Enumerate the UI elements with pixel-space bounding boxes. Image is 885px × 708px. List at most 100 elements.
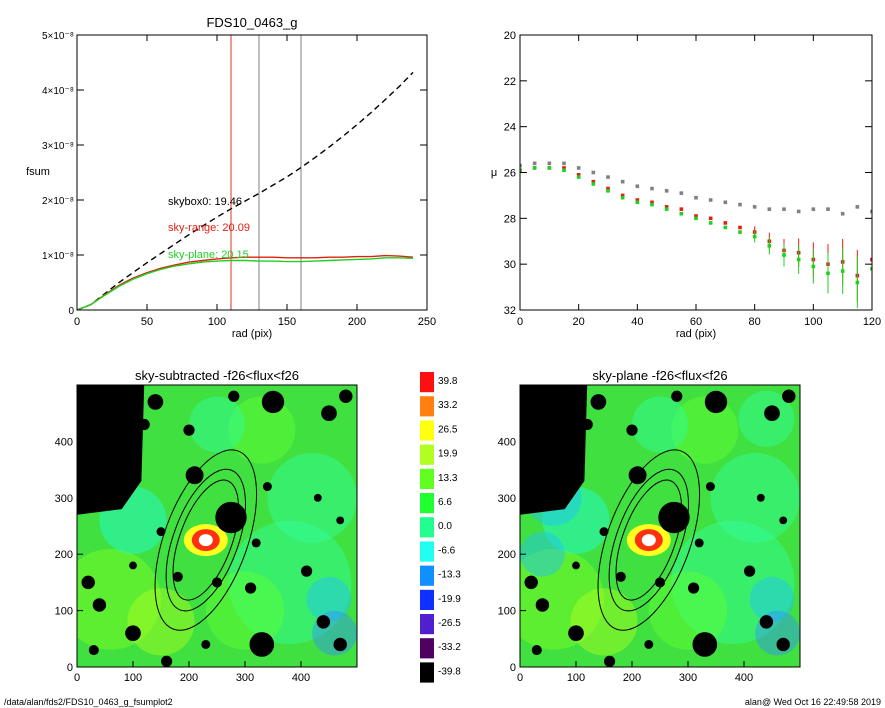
sky-subtracted-frame	[76, 384, 358, 668]
data-point	[606, 189, 610, 193]
y-tick-label: 5×10⁻⁸	[42, 31, 74, 42]
colorbar-swatch	[420, 638, 434, 659]
masked-star	[692, 632, 718, 657]
colorbar-label: 19.9	[438, 449, 458, 460]
fsum-ylabel: fsum	[26, 166, 50, 178]
x-tick-label: 60	[690, 316, 702, 328]
masked-star	[531, 645, 542, 656]
colorbar-label: 0.0	[438, 521, 452, 532]
x-tick-label: 200	[348, 316, 366, 328]
y-tick-label: 20	[504, 30, 516, 42]
isophote-ellipse	[615, 479, 683, 601]
masked-star	[339, 389, 353, 403]
x-tick-label: 100	[567, 672, 585, 684]
sky-texture	[570, 588, 638, 656]
data-point	[782, 253, 786, 257]
masked-star	[615, 571, 626, 582]
x-tick-label: 120	[863, 316, 881, 328]
x-tick-label: 80	[749, 316, 761, 328]
fsum-axes-frame	[76, 34, 428, 311]
data-point	[826, 271, 830, 276]
masked-star	[671, 390, 683, 402]
data-point	[811, 264, 816, 269]
data-point	[520, 163, 522, 168]
colorbar-label: -13.3	[438, 570, 461, 581]
masked-star	[688, 582, 700, 594]
y-tick-label: 30	[504, 259, 516, 271]
isophote-ellipse	[165, 468, 246, 612]
colorbar-label: 13.3	[438, 473, 458, 484]
colorbar-swatch	[420, 372, 434, 393]
masked-star	[261, 390, 285, 414]
y-tick-label: 400	[55, 436, 73, 448]
sky-texture	[267, 453, 357, 543]
data-point	[520, 168, 522, 173]
data-point	[738, 230, 742, 234]
data-point	[620, 195, 625, 200]
masked-star	[245, 582, 257, 594]
x-tick-label: 0	[517, 316, 523, 328]
masked-region	[77, 385, 145, 515]
masked-star	[147, 394, 164, 410]
masked-star	[333, 637, 347, 652]
y-tick-label: 0	[68, 306, 74, 317]
galaxy-saturated	[641, 534, 656, 547]
sky-texture	[738, 390, 795, 447]
masked-star	[658, 501, 690, 534]
data-point	[547, 161, 552, 166]
masked-star	[249, 632, 275, 657]
sky-texture	[228, 396, 296, 464]
fsum-xlabel: rad (pix)	[232, 328, 272, 340]
data-point	[679, 207, 684, 211]
data-point	[650, 202, 654, 207]
sky-texture	[520, 531, 565, 577]
mu-axes-frame	[519, 34, 873, 311]
data-point	[650, 186, 654, 191]
data-point	[635, 200, 640, 205]
masked-star	[215, 501, 247, 534]
y-tick-label: 3×10⁻⁸	[42, 141, 74, 152]
masked-star	[228, 390, 240, 402]
sky-texture	[520, 548, 604, 650]
colorbar-swatch	[420, 662, 434, 683]
y-tick-label: 300	[498, 493, 516, 505]
sky-texture	[710, 453, 800, 543]
colorbar-label: 33.2	[438, 400, 458, 411]
masked-star	[316, 615, 331, 629]
masked-star	[79, 399, 97, 416]
annotation-sky-range: sky-range: 20.09	[168, 222, 250, 234]
masked-star	[321, 405, 337, 422]
sky-texture	[189, 396, 245, 453]
sky-texture	[205, 571, 285, 650]
masked-star	[522, 399, 540, 416]
x-tick-label: 250	[418, 316, 436, 328]
data-point	[606, 186, 610, 191]
data-point	[767, 207, 772, 211]
masked-star	[156, 527, 166, 537]
data-point	[664, 207, 669, 211]
isophote-ellipse	[172, 479, 240, 601]
masked-star	[568, 625, 584, 641]
sky-plane-title: sky-plane -f26<flux<f26	[592, 368, 727, 383]
masked-star	[262, 482, 272, 491]
x-tick-label: 0	[517, 672, 523, 684]
data-point	[738, 202, 742, 207]
data-point	[708, 216, 713, 221]
y-tick-label: 400	[498, 436, 516, 448]
masked-star	[764, 405, 780, 422]
y-tick-label: 200	[55, 549, 73, 561]
series-line	[77, 257, 414, 310]
masked-star	[581, 418, 593, 431]
masked-star	[759, 615, 774, 629]
sky-texture	[749, 576, 795, 622]
isophote-ellipse	[154, 449, 258, 631]
x-tick-label: 100	[124, 672, 142, 684]
data-point	[694, 214, 698, 218]
data-point	[723, 200, 728, 205]
colorbar-swatch	[420, 420, 434, 441]
masked-star	[336, 516, 345, 525]
masked-star	[548, 475, 560, 487]
data-point	[723, 225, 728, 230]
sky-subtracted-title: sky-subtracted -f26<flux<f26	[135, 368, 299, 383]
y-tick-label: 200	[498, 549, 516, 561]
